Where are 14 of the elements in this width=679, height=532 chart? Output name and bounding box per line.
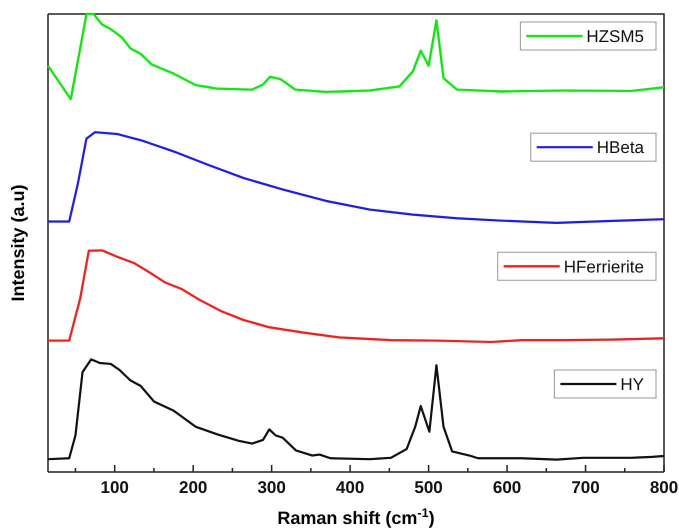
x-tick-label: 600 <box>492 478 522 498</box>
x-tick-label: 100 <box>100 478 129 498</box>
legend-label: HZSM5 <box>586 27 644 46</box>
x-tick-label: 500 <box>414 478 443 498</box>
legend-label: HFerrierite <box>564 257 644 276</box>
x-axis-title: Raman shift (cm$^{-1}$) <box>277 506 435 528</box>
legend-label: HBeta <box>596 138 645 158</box>
x-tick-label: 200 <box>178 478 208 498</box>
x-tick-label: 400 <box>336 478 364 498</box>
y-axis-title: Intensity (a.u) <box>8 184 28 302</box>
x-tick-label: 800 <box>650 478 678 498</box>
x-tick-label: 300 <box>257 478 286 498</box>
legend-label: HY <box>620 374 644 394</box>
x-tick-label: 700 <box>571 478 600 498</box>
